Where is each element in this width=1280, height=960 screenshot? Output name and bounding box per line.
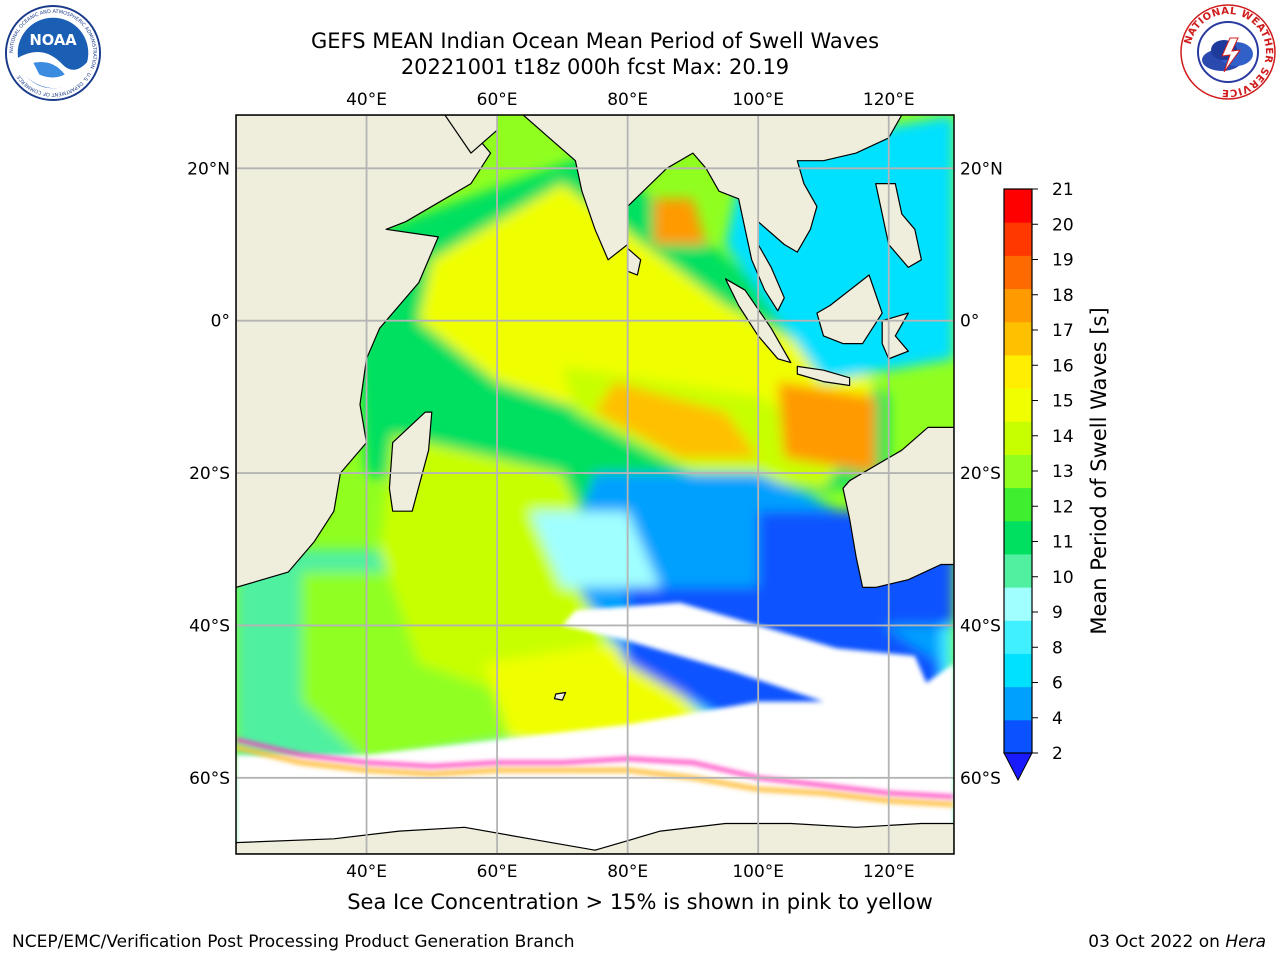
lat-tick-label-left: 40°S (189, 616, 230, 636)
colorbar-tick-label: 8 (1052, 638, 1063, 658)
colorbar-tick-label: 12 (1052, 497, 1074, 517)
colorbar-tick-label: 16 (1052, 356, 1074, 376)
colorbar-tick-label: 6 (1052, 674, 1063, 694)
colorbar-segment (1004, 686, 1032, 721)
run-host: Hera (1225, 932, 1266, 952)
lon-tick-label-bottom: 120°E (863, 862, 915, 882)
lat-tick-label-right: 20°N (960, 159, 1003, 179)
colorbar-segment (1004, 620, 1032, 654)
noaa-logo-text: NOAA (29, 32, 77, 49)
colorbar-segment (1004, 487, 1032, 522)
colorbar-label: Mean Period of Swell Waves [s] (1087, 307, 1111, 634)
sea-ice-note: Sea Ice Concentration > 15% is shown in … (347, 890, 933, 914)
run-date: 03 Oct 2022 on Hera (1088, 932, 1266, 952)
lat-tick-label-left: 20°N (187, 159, 230, 179)
colorbar-tick-label: 15 (1052, 392, 1074, 412)
lat-tick-label-right: 60°S (960, 769, 1001, 789)
colorbar-segment (1004, 354, 1032, 389)
colorbar-segment (1004, 520, 1032, 555)
colorbar-segment (1004, 454, 1032, 489)
colorbar-tick-label: 21 (1052, 180, 1074, 200)
lon-tick-label-top: 80°E (607, 90, 648, 110)
colorbar-tick-label: 11 (1052, 533, 1074, 553)
lat-tick-label-left: 20°S (189, 464, 230, 484)
lat-tick-label-right: 0° (960, 312, 979, 332)
colorbar: 2 4 6 8 9 10 11 12 13 14 15 16 17 18 19 20 21 Mean Period… (1003, 180, 1111, 782)
nws-logo-icon: NATIONAL WEATHER SERVICE (1180, 4, 1276, 100)
chart-subtitle: 20221001 t18z 000h fcst Max: 20.19 (400, 55, 790, 79)
colorbar-tick-label: 20 (1052, 215, 1074, 235)
map-plot-area (236, 115, 954, 854)
colorbar-segment (1004, 288, 1032, 323)
colorbar-segment (1004, 421, 1032, 455)
colorbar-segment (1004, 222, 1032, 256)
colorbar-tick-label: 9 (1052, 603, 1063, 623)
lon-tick-label-top: 40°E (346, 90, 387, 110)
lat-tick-label-right: 20°S (960, 464, 1001, 484)
colorbar-tick-label: 10 (1052, 568, 1074, 588)
colorbar-segment (1004, 653, 1032, 688)
lon-tick-label-bottom: 80°E (607, 862, 648, 882)
lon-tick-label-bottom: 100°E (732, 862, 784, 882)
lon-tick-label-top: 100°E (732, 90, 784, 110)
colorbar-tick-label: 14 (1052, 427, 1074, 447)
colorbar-tick-label: 2 (1052, 744, 1063, 764)
colorbar-segment (1004, 388, 1032, 422)
lon-tick-label-bottom: 40°E (346, 862, 387, 882)
colorbar-segment (1004, 553, 1032, 588)
colorbar-segment (1004, 255, 1032, 290)
credit-text: NCEP/EMC/Verification Post Processing Pr… (12, 932, 575, 952)
noaa-logo-icon: NOAA NATIONAL OCEANIC AND ATMOSPHERIC AD… (4, 4, 102, 102)
colorbar-tick-label: 13 (1052, 462, 1074, 482)
chart-title: GEFS MEAN Indian Ocean Mean Period of Sw… (310, 29, 880, 53)
colorbar-tick-label: 4 (1052, 709, 1063, 729)
run-date-text: 03 Oct 2022 on (1088, 932, 1226, 952)
lon-tick-label-bottom: 60°E (477, 862, 518, 882)
lon-tick-label-top: 120°E (863, 90, 915, 110)
map-frame (235, 114, 955, 855)
colorbar-segment (1004, 321, 1032, 356)
colorbar-tick-label: 17 (1052, 321, 1074, 341)
lon-tick-label-top: 60°E (477, 90, 518, 110)
colorbar-tick-label: 19 (1052, 251, 1074, 271)
colorbar-segment (1004, 719, 1032, 754)
colorbar-tick-label: 18 (1052, 286, 1074, 306)
lat-tick-label-left: 0° (211, 312, 230, 332)
graticule-labels: 40°E 40°E 60°E 60°E 80°E 80°E 100°E 100°E 120°E 1… (187, 90, 1003, 882)
lat-tick-label-right: 40°S (960, 616, 1001, 636)
colorbar-segment (1004, 189, 1032, 223)
colorbar-segment (1004, 587, 1032, 621)
lat-tick-label-left: 60°S (189, 769, 230, 789)
colorbar-extend-arrow (1003, 752, 1033, 782)
